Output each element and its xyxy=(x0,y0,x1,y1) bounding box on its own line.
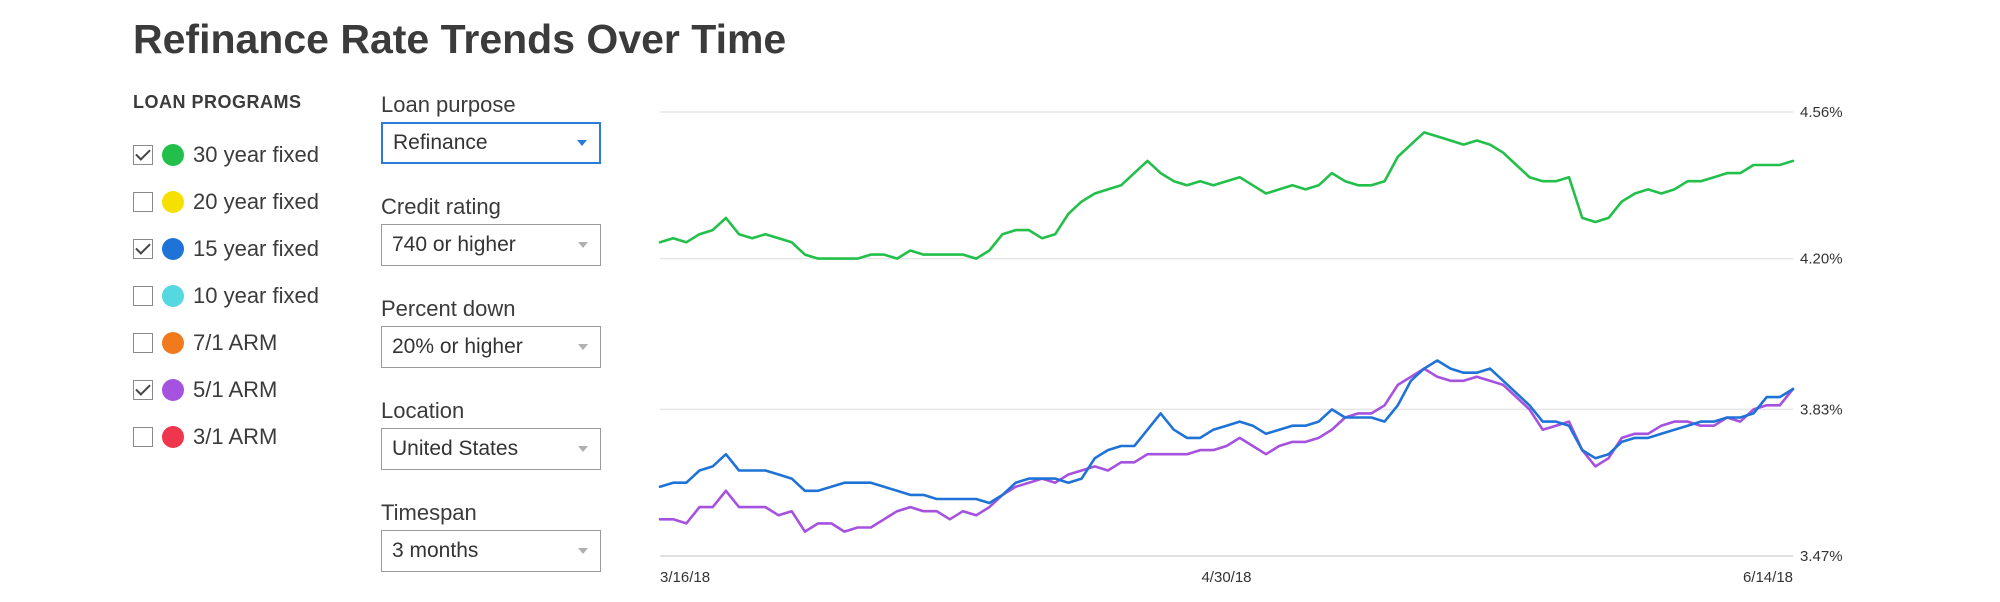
x-tick-label: 6/14/18 xyxy=(1743,569,1793,586)
filter-list: Loan purpose Refinance Credit rating 740 or… xyxy=(381,92,601,572)
credit-rating-value: 740 or higher xyxy=(392,233,516,256)
filters-panel: Loan purpose Refinance Credit rating 740 or… xyxy=(381,92,601,602)
loan-purpose-label: Loan purpose xyxy=(381,92,516,117)
series-line-30-year-fixed xyxy=(658,131,1795,260)
series-color-dot-icon xyxy=(162,190,184,213)
timespan-label: Timespan xyxy=(381,500,477,525)
percent-down-value: 20% or higher xyxy=(392,335,523,358)
loan-program-label: 20 year fixed xyxy=(193,188,319,214)
series-color-dot-icon xyxy=(162,378,184,401)
x-tick-label: 4/30/18 xyxy=(1201,569,1251,586)
loan-program-30-year-fixed[interactable]: 30 year fixed xyxy=(133,131,319,178)
series-line-15-year-fixed xyxy=(658,359,1795,505)
timespan-select[interactable]: 3 months xyxy=(381,530,601,572)
loan-program-checkbox[interactable] xyxy=(133,332,153,353)
loan-program-15-year-fixed[interactable]: 15 year fixed xyxy=(133,225,319,272)
loan-program-checkbox[interactable] xyxy=(133,144,153,165)
series-color-dot-icon xyxy=(162,143,184,166)
credit-rating-select[interactable]: 740 or higher xyxy=(381,224,601,266)
series-color-dot-icon xyxy=(162,331,184,354)
loan-program-checkbox[interactable] xyxy=(133,238,153,259)
loan-purpose-value: Refinance xyxy=(393,131,488,154)
y-tick-label: 3.83% xyxy=(1800,401,1843,418)
loan-program-checkbox[interactable] xyxy=(133,285,153,306)
location-value: United States xyxy=(392,437,519,460)
loan-programs-panel: LOAN PROGRAMS 30 year fixed 20 year fixed… xyxy=(133,92,319,460)
loan-program-5-1-arm[interactable]: 5/1 ARM xyxy=(133,366,319,413)
loan-program-20-year-fixed[interactable]: 20 year fixed xyxy=(133,178,319,225)
chevron-down-icon xyxy=(578,344,588,350)
series-color-dot-icon xyxy=(162,284,184,307)
loan-program-label: 30 year fixed xyxy=(193,141,319,167)
location-select[interactable]: United States xyxy=(381,428,601,470)
loan-program-label: 15 year fixed xyxy=(193,235,319,261)
series-color-dot-icon xyxy=(162,425,184,448)
percent-down-select[interactable]: 20% or higher xyxy=(381,326,601,368)
chevron-down-icon xyxy=(577,140,587,146)
series-color-dot-icon xyxy=(162,237,184,260)
loan-program-checkbox[interactable] xyxy=(133,426,153,447)
loan-program-list: 30 year fixed 20 year fixed 15 year fixed 1… xyxy=(133,131,319,460)
page-title: Refinance Rate Trends Over Time xyxy=(133,16,787,62)
chevron-down-icon xyxy=(578,446,588,452)
x-tick-label: 3/16/18 xyxy=(660,569,710,586)
percent-down-label: Percent down xyxy=(381,296,516,321)
y-tick-label: 4.56% xyxy=(1800,104,1843,121)
credit-rating-label: Credit rating xyxy=(381,194,501,219)
loan-program-label: 7/1 ARM xyxy=(193,329,278,355)
loan-program-checkbox[interactable] xyxy=(133,379,153,400)
y-tick-label: 3.47% xyxy=(1800,548,1843,565)
loan-program-10-year-fixed[interactable]: 10 year fixed xyxy=(133,272,319,319)
location-label: Location xyxy=(381,398,465,423)
loan-program-label: 5/1 ARM xyxy=(193,376,278,402)
loan-program-label: 3/1 ARM xyxy=(193,423,278,449)
y-tick-label: 4.20% xyxy=(1800,251,1843,268)
loan-program-label: 10 year fixed xyxy=(193,282,319,308)
chevron-down-icon xyxy=(578,548,588,554)
chevron-down-icon xyxy=(578,242,588,248)
loan-purpose-select[interactable]: Refinance xyxy=(381,122,601,164)
loan-program-checkbox[interactable] xyxy=(133,191,153,212)
series-line-5-1-arm xyxy=(658,367,1795,533)
loan-program-7-1-arm[interactable]: 7/1 ARM xyxy=(133,319,319,366)
loan-program-3-1-arm[interactable]: 3/1 ARM xyxy=(133,413,319,460)
timespan-value: 3 months xyxy=(392,539,479,562)
loan-programs-heading: LOAN PROGRAMS xyxy=(133,92,302,112)
